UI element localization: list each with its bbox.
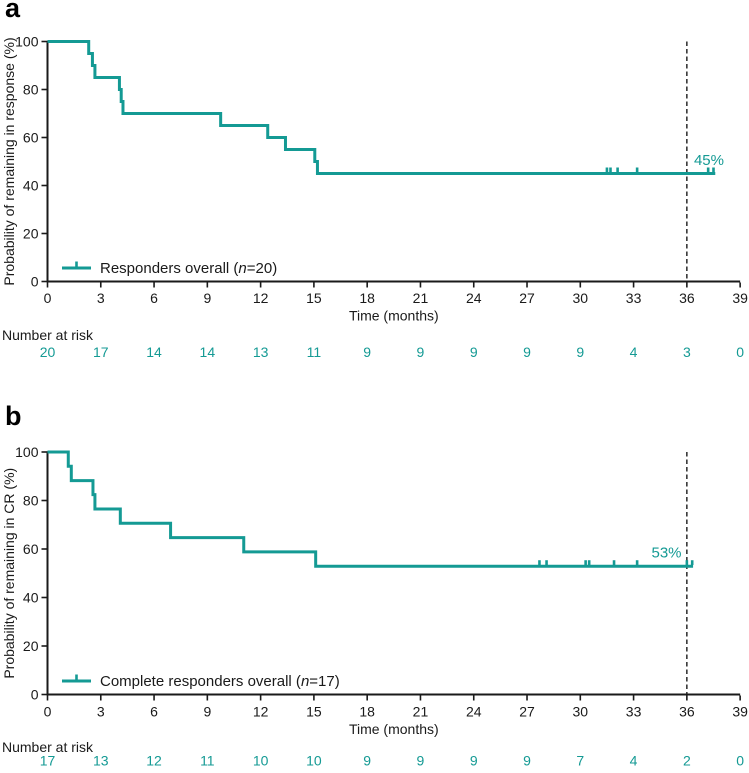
risk-count: 0 <box>736 753 744 769</box>
y-tick-label: 60 <box>23 541 39 557</box>
risk-count: 9 <box>523 344 531 360</box>
x-tick-label: 33 <box>626 704 642 720</box>
risk-count: 17 <box>93 344 109 360</box>
x-tick-label: 24 <box>466 704 482 720</box>
risk-count: 9 <box>576 344 584 360</box>
risk-count: 11 <box>200 753 215 769</box>
risk-count: 9 <box>417 753 425 769</box>
panel-a-chart: 0 3 6 9 12 15 18 21 24 27 30 33 36 39020406080100Time… <box>1 34 748 361</box>
risk-count: 9 <box>363 753 371 769</box>
number-at-risk-label: Number at risk <box>2 327 94 343</box>
legend-label: Responders overall (n=20) <box>100 260 277 277</box>
risk-count: 3 <box>683 344 691 360</box>
y-tick-label: 60 <box>23 130 39 146</box>
x-tick-label: 9 <box>203 290 211 306</box>
risk-count: 20 <box>40 344 56 360</box>
x-tick-label: 21 <box>413 290 429 306</box>
y-tick-label: 80 <box>23 82 39 98</box>
risk-count: 17 <box>40 753 56 769</box>
x-tick-label: 36 <box>679 704 695 720</box>
panel-b-label: b <box>5 401 22 431</box>
axes <box>46 452 741 696</box>
x-tick-label: 24 <box>466 290 482 306</box>
y-tick-label: 100 <box>15 34 39 50</box>
risk-count: 10 <box>306 753 322 769</box>
x-tick-label: 21 <box>413 704 429 720</box>
y-tick-label: 20 <box>23 638 39 654</box>
risk-count: 10 <box>253 753 269 769</box>
x-axis-title: Time (months) <box>349 308 439 324</box>
risk-count: 4 <box>630 344 638 360</box>
x-tick-label: 15 <box>306 290 322 306</box>
x-tick-label: 9 <box>203 704 211 720</box>
x-tick-label: 3 <box>97 704 105 720</box>
x-tick-label: 30 <box>573 704 589 720</box>
y-tick-label: 80 <box>23 493 39 509</box>
x-tick-label: 12 <box>253 290 269 306</box>
x-tick-label: 39 <box>732 290 748 306</box>
risk-count: 14 <box>146 344 162 360</box>
x-tick-label: 30 <box>573 290 589 306</box>
risk-count: 9 <box>363 344 371 360</box>
risk-count: 12 <box>146 753 162 769</box>
x-tick-label: 27 <box>519 704 535 720</box>
km-step-curve <box>47 450 694 568</box>
x-tick-label: 6 <box>150 704 158 720</box>
x-tick-label: 18 <box>359 704 375 720</box>
axes <box>46 41 741 283</box>
risk-count: 14 <box>200 344 216 360</box>
risk-count: 13 <box>93 753 109 769</box>
risk-count: 2 <box>683 753 691 769</box>
x-tick-label: 12 <box>253 704 269 720</box>
y-tick-label: 20 <box>23 226 39 242</box>
x-tick-label: 0 <box>44 704 52 720</box>
km-step-curve <box>47 40 716 175</box>
risk-count: 9 <box>470 344 478 360</box>
x-tick-label: 18 <box>359 290 375 306</box>
panel-b-chart: 0 3 6 9 12 15 18 21 24 27 30 33 36 39020406080100Time… <box>1 444 748 769</box>
risk-count: 0 <box>736 344 744 360</box>
x-tick-label: 36 <box>679 290 695 306</box>
risk-count: 4 <box>630 753 638 769</box>
y-tick-label: 40 <box>23 178 39 194</box>
x-tick-label: 15 <box>306 704 322 720</box>
survival-percent-label: 45% <box>694 152 724 169</box>
legend-label: Complete responders overall (n=17) <box>100 673 340 690</box>
risk-count: 13 <box>253 344 269 360</box>
x-tick-label: 33 <box>626 290 642 306</box>
survival-percent-label: 53% <box>652 545 682 562</box>
x-axis-title: Time (months) <box>349 721 439 737</box>
x-tick-label: 39 <box>732 704 748 720</box>
risk-count: 9 <box>417 344 425 360</box>
y-axis-title: Probability of remaining in CR (%) <box>1 468 17 679</box>
panel-a-label: a <box>5 0 21 23</box>
x-tick-label: 27 <box>519 290 535 306</box>
x-tick-label: 0 <box>44 290 52 306</box>
risk-count: 9 <box>470 753 478 769</box>
y-axis-title: Probability of remaining in response (%) <box>1 37 17 285</box>
y-tick-label: 0 <box>31 687 39 703</box>
y-tick-label: 100 <box>15 444 39 460</box>
x-tick-label: 3 <box>97 290 105 306</box>
y-tick-label: 40 <box>23 590 39 606</box>
y-tick-label: 0 <box>31 274 39 290</box>
x-tick-label: 6 <box>150 290 158 306</box>
risk-count: 11 <box>307 344 322 360</box>
risk-count: 7 <box>576 753 584 769</box>
risk-count: 9 <box>523 753 531 769</box>
number-at-risk-label: Number at risk <box>2 739 94 755</box>
